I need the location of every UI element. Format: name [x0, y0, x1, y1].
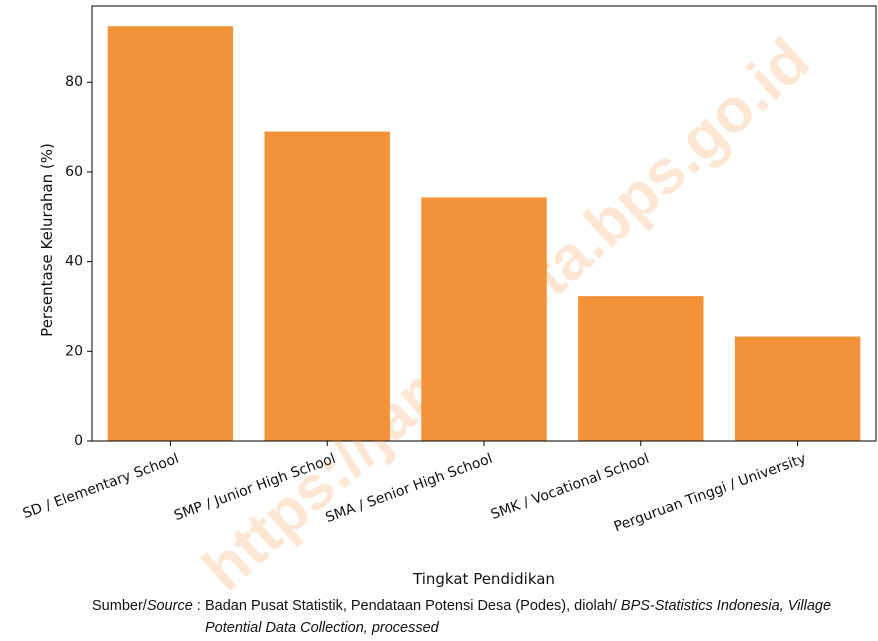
plot-frame [91, 5, 877, 442]
y-tick-label-4: 80 [65, 74, 83, 90]
x-tick-label-3: SMK / Vocational School [489, 451, 652, 523]
bar-0 [107, 26, 234, 441]
x-tick-label-0: SD / Elementary School [21, 451, 181, 522]
y-tick-label-3: 60 [65, 164, 83, 180]
bar-3 [578, 296, 704, 441]
source-label-suffix: : [192, 598, 201, 614]
source-label-prefix: Sumber/ [92, 598, 147, 614]
source-text-italic-1: BPS-Statistics Indonesia, Village [620, 598, 832, 614]
bar-2 [421, 197, 547, 441]
source-label: Sumber/Source : [92, 598, 201, 614]
x-axis-label: Tingkat Pendidikan [412, 570, 555, 588]
source-label-italic: Source [146, 598, 193, 614]
bar-4 [734, 336, 861, 441]
y-tick-label-2: 40 [65, 254, 83, 270]
source-text: Badan Pusat Statistik, Pendataan Potensi… [205, 598, 831, 614]
y-tick-label-0: 0 [74, 433, 83, 449]
source-text-line2: Potential Data Collection, processed [205, 620, 439, 636]
y-axis-label: Persentase Kelurahan (%) [38, 143, 56, 337]
axes [87, 5, 877, 446]
bar-1 [264, 131, 390, 441]
bars [107, 26, 861, 441]
source-text-plain: Badan Pusat Statistik, Pendataan Potensi… [205, 598, 621, 614]
y-tick-label-1: 20 [65, 343, 83, 359]
source-text-italic-2: Potential Data Collection, processed [205, 620, 439, 636]
